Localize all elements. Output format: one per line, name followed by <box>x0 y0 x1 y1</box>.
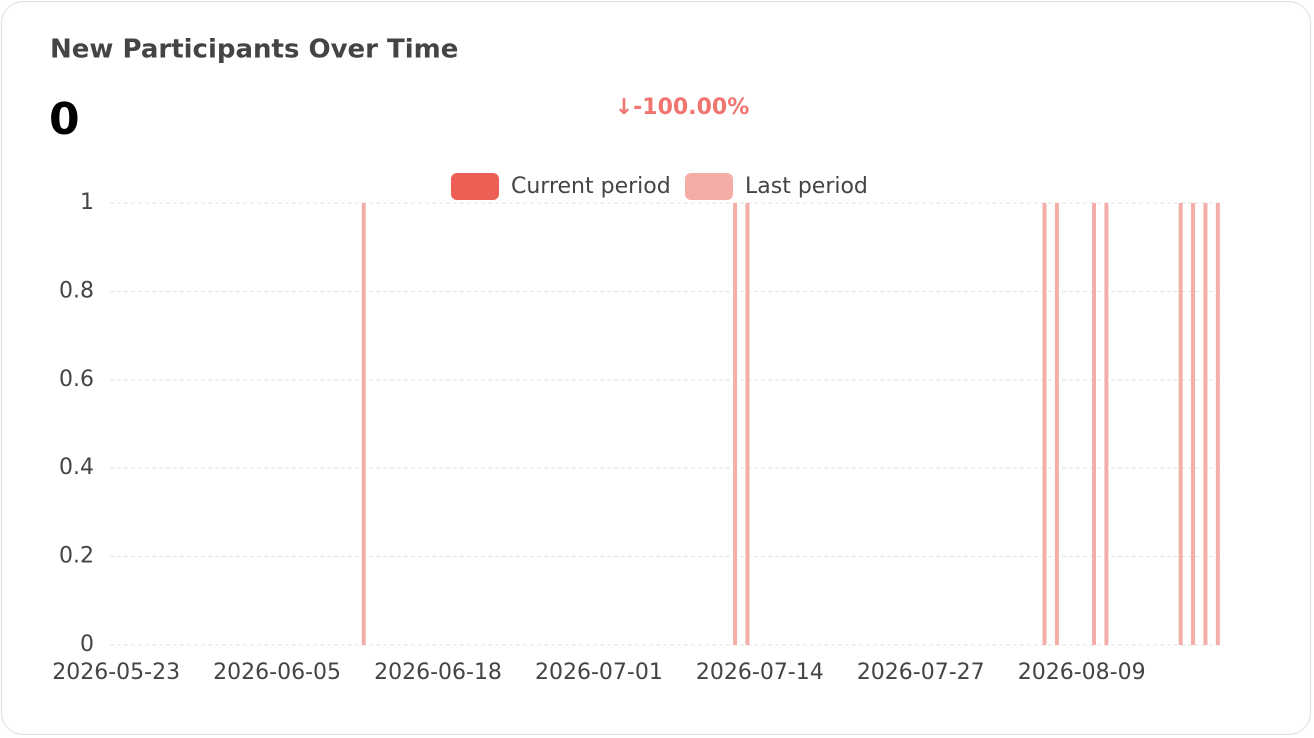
y-tick-label: 0.4 <box>59 455 94 480</box>
legend-label: Last period <box>745 174 868 199</box>
bar <box>1178 203 1183 645</box>
total-value: 0 <box>49 94 80 145</box>
bar <box>1092 203 1097 645</box>
bar <box>1054 203 1059 645</box>
x-tick-label: 2026-07-01 <box>535 660 663 685</box>
x-tick-label: 2026-07-27 <box>857 660 985 685</box>
y-tick-label: 0.2 <box>59 544 94 569</box>
x-tick-label: 2026-06-05 <box>213 660 341 685</box>
bar <box>733 203 738 645</box>
legend-label: Current period <box>511 174 671 199</box>
bar <box>1203 203 1208 645</box>
y-tick-label: 0.8 <box>59 278 94 303</box>
bar <box>745 203 750 645</box>
x-tick-label: 2026-06-18 <box>374 660 502 685</box>
change-indicator: ↓-100.00% <box>615 95 750 120</box>
bar <box>1215 203 1220 645</box>
y-tick-label: 0.6 <box>59 367 94 392</box>
legend-swatch <box>451 173 499 200</box>
x-tick-label: 2026-08-09 <box>1018 660 1146 685</box>
bar <box>1042 203 1047 645</box>
y-tick-label: 0 <box>80 632 94 657</box>
x-tick-label: 2026-07-14 <box>696 660 824 685</box>
x-tick-label: 2026-05-23 <box>52 660 180 685</box>
bar <box>361 203 366 645</box>
y-tick-label: 1 <box>80 190 94 215</box>
chart-title: New Participants Over Time <box>50 35 458 65</box>
bar <box>1191 203 1196 645</box>
legend-swatch <box>685 173 733 200</box>
bar <box>1104 203 1109 645</box>
